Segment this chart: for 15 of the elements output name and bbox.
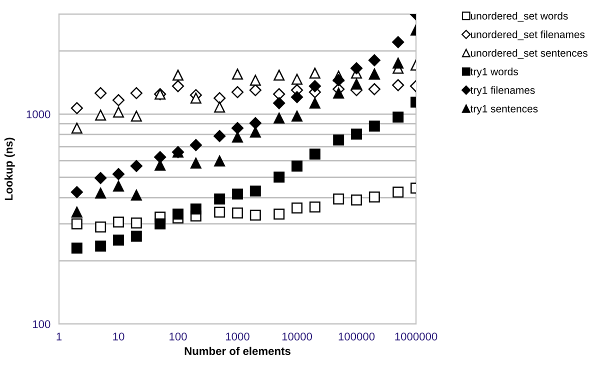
x-tick-label: 10	[113, 332, 124, 340]
legend-label: unordered_set sentences	[470, 49, 588, 59]
legend-label: try1 words	[470, 68, 518, 78]
x-tick-label: 100	[170, 332, 187, 340]
x-tick-label: 1	[56, 332, 62, 340]
x-tick-label: 1000	[226, 332, 250, 340]
legend-label: try1 filenames	[470, 86, 535, 96]
x-tick-label: 10000	[282, 332, 312, 340]
legend-label: unordered_set words	[470, 12, 568, 22]
y-axis-title: Lookup (ns)	[4, 138, 15, 200]
x-tick-label: 1000000	[395, 332, 438, 340]
x-tick-label: 100000	[338, 332, 375, 340]
legend-label: try1 sentences	[470, 105, 538, 114]
legend-label: unordered_set filenames	[470, 30, 585, 40]
x-axis-title: Number of elements	[184, 346, 290, 356]
